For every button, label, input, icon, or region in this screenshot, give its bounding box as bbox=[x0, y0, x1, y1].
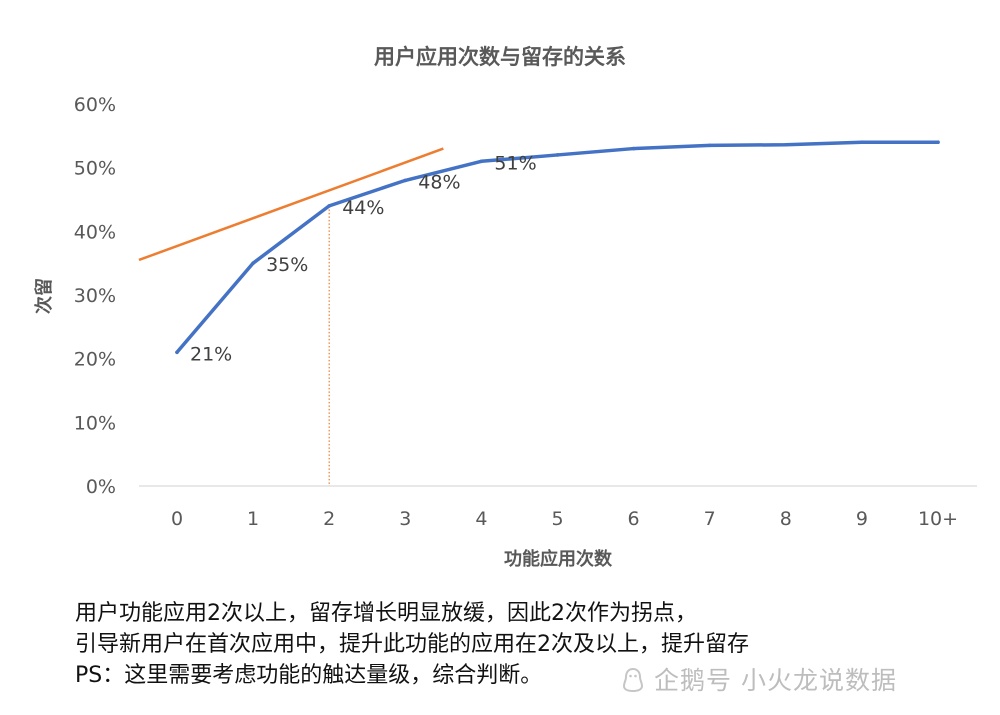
data-point bbox=[860, 140, 864, 144]
x-tick-label: 10+ bbox=[918, 508, 958, 530]
note-line-2: 引导新用户在首次应用中，提升此功能的应用在2次及以上，提升留存 bbox=[75, 632, 749, 657]
data-point bbox=[327, 204, 332, 208]
data-labels: 21% 35% 44% 48% 51% bbox=[190, 152, 537, 365]
data-point bbox=[403, 178, 408, 183]
y-tick-label: 10% bbox=[74, 412, 116, 434]
x-tick-label: 3 bbox=[399, 508, 411, 530]
x-tick-label: 1 bbox=[247, 508, 259, 530]
y-tick-label: 50% bbox=[74, 158, 116, 180]
watermark-text: 企鹅号 小火龙说数据 bbox=[654, 666, 897, 695]
series-points bbox=[175, 140, 940, 355]
chart-area: 用户应用次数与留存的关系 次留 功能应用次数 0% 10% 20% 30% 40% 50%… bbox=[33, 45, 977, 570]
x-tick-label: 0 bbox=[171, 508, 183, 530]
tangent-line bbox=[138, 147, 444, 262]
y-tick-label: 30% bbox=[74, 285, 116, 307]
data-label: 35% bbox=[266, 254, 308, 276]
data-point bbox=[707, 143, 712, 148]
y-tick-labels: 0% 10% 20% 30% 40% 50% 60% bbox=[74, 94, 116, 498]
x-tick-label: 9 bbox=[856, 508, 868, 530]
notes-block: 用户功能应用2次以上，留存增长明显放缓，因此2次作为拐点， 引导新用户在首次应用… bbox=[75, 598, 975, 691]
y-tick-label: 20% bbox=[74, 349, 116, 371]
x-tick-labels: 0 1 2 3 4 5 6 7 8 9 10+ bbox=[171, 508, 958, 530]
data-label: 44% bbox=[342, 197, 384, 219]
data-label: 21% bbox=[190, 343, 232, 365]
data-point bbox=[175, 350, 179, 355]
x-tick-label: 7 bbox=[704, 508, 716, 530]
note-line-1: 用户功能应用2次以上，留存增长明显放缓，因此2次作为拐点， bbox=[75, 601, 697, 626]
data-point bbox=[784, 142, 788, 147]
chart-title: 用户应用次数与留存的关系 bbox=[374, 45, 626, 69]
data-label: 51% bbox=[494, 152, 536, 174]
data-point bbox=[631, 146, 636, 151]
data-label: 48% bbox=[418, 171, 460, 193]
x-tick-label: 2 bbox=[323, 508, 335, 530]
y-tick-label: 0% bbox=[86, 476, 116, 498]
series-line bbox=[175, 140, 940, 355]
x-tick-label: 5 bbox=[551, 508, 563, 530]
data-point bbox=[479, 159, 484, 164]
y-tick-label: 60% bbox=[74, 94, 116, 116]
data-point bbox=[251, 261, 255, 265]
x-axis-label: 功能应用次数 bbox=[504, 548, 613, 570]
x-tick-label: 8 bbox=[780, 508, 792, 530]
penguin-icon bbox=[620, 664, 646, 698]
watermark: 企鹅号 小火龙说数据 bbox=[620, 664, 897, 698]
y-tick-label: 40% bbox=[74, 221, 116, 243]
y-axis-label: 次留 bbox=[33, 278, 55, 314]
data-point bbox=[936, 140, 940, 144]
chart-svg: 用户应用次数与留存的关系 次留 功能应用次数 0%10%20%30%40%50%… bbox=[33, 45, 977, 570]
x-tick-label: 6 bbox=[628, 508, 640, 530]
note-line-3: PS：这里需要考虑功能的触达量级，综合判断。 bbox=[75, 663, 543, 688]
data-point bbox=[555, 153, 560, 157]
x-tick-label: 4 bbox=[475, 508, 487, 530]
